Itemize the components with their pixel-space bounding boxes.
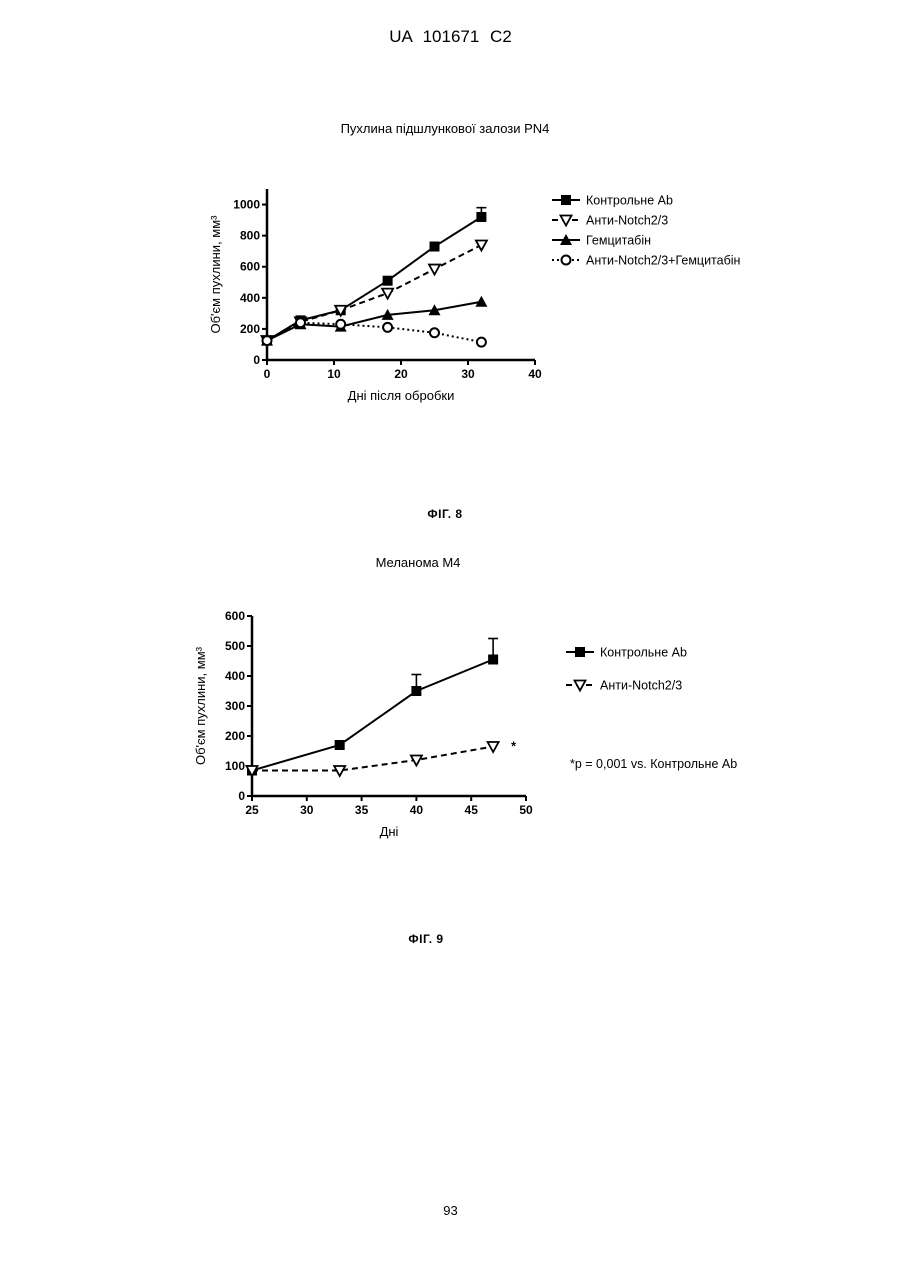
legend-item: Гемцитабін	[552, 234, 651, 248]
x-tick-label: 25	[245, 803, 259, 817]
y-tick-label: 300	[225, 699, 245, 713]
x-tick-label: 30	[300, 803, 314, 817]
y-tick-label: 500	[225, 639, 245, 653]
y-tick-label: 400	[225, 669, 245, 683]
y-tick-label: 600	[225, 609, 245, 623]
y-tick-label: 100	[225, 759, 245, 773]
legend-label: Анти-Notch2/3	[586, 214, 668, 228]
series-2	[262, 240, 487, 346]
data-point	[382, 289, 393, 299]
data-point	[476, 212, 486, 222]
y-tick-label: 200	[240, 322, 260, 336]
y-axis-label: Об'єм пухлини, мм³	[193, 646, 208, 765]
data-point	[335, 740, 345, 750]
data-point	[336, 320, 345, 329]
y-tick-label: 0	[253, 353, 260, 367]
data-point	[263, 336, 272, 345]
significance-note: *p = 0,001 vs. Контрольне Ab	[570, 757, 737, 771]
legend-label: Контрольне Ab	[600, 646, 687, 660]
x-tick-label: 35	[355, 803, 369, 817]
series-3	[261, 296, 487, 346]
legend-label: Анти-Notch2/3	[600, 679, 682, 693]
chart-fig8: Пухлина підшлункової залози PN4 0 10 20 30 40…	[0, 100, 901, 540]
y-tick-label: 200	[225, 729, 245, 743]
data-point	[383, 276, 393, 286]
data-point	[429, 265, 440, 275]
series-2	[247, 742, 499, 776]
data-point	[430, 242, 440, 252]
y-axis-label: Об'єм пухлини, мм³	[208, 215, 223, 334]
legend-marker	[561, 195, 571, 205]
data-point	[430, 328, 439, 337]
x-tick-label: 40	[528, 367, 542, 381]
legend-label: Гемцитабін	[586, 234, 651, 248]
y-tick-label: 800	[240, 229, 260, 243]
data-point	[383, 323, 392, 332]
significance-asterisk: *	[511, 740, 516, 754]
series-4	[263, 318, 486, 346]
chart-fig9: Меланома М425303540455001002003004005006…	[0, 540, 901, 960]
legend-item: Контрольне Ab	[566, 646, 687, 660]
x-tick-label: 30	[461, 367, 475, 381]
legend-item: Анти-Notch2/3	[566, 679, 682, 693]
legend-marker	[575, 647, 585, 657]
x-tick-label: 20	[394, 367, 408, 381]
x-tick-label: 50	[519, 803, 533, 817]
data-point	[411, 686, 421, 696]
legend-marker	[562, 256, 571, 265]
legend-label: Анти-Notch2/3+Гемцитабін	[586, 254, 741, 268]
data-point	[476, 240, 487, 250]
x-tick-label: 10	[327, 367, 341, 381]
x-tick-label: 45	[465, 803, 479, 817]
data-point	[475, 296, 487, 307]
legend-item: Анти-Notch2/3	[552, 214, 668, 228]
chart-title: Пухлина підшлункової залози PN4	[341, 121, 550, 136]
series-1	[247, 639, 498, 776]
figure-label: ФІГ. 9	[408, 932, 443, 946]
data-point	[296, 318, 305, 327]
figure-label: ФІГ. 8	[427, 507, 462, 521]
y-tick-label: 1000	[233, 198, 260, 212]
page-number: 93	[0, 1203, 901, 1218]
legend-label: Контрольне Ab	[586, 194, 673, 208]
y-tick-label: 400	[240, 291, 260, 305]
data-point	[477, 338, 486, 347]
x-tick-label: 40	[410, 803, 424, 817]
legend-item: Анти-Notch2/3+Гемцитабін	[552, 254, 741, 268]
x-axis-label: Дні після обробки	[348, 388, 455, 403]
data-point	[488, 742, 499, 752]
y-tick-label: 600	[240, 260, 260, 274]
patent-header: UA 101671 C2	[0, 27, 901, 47]
y-tick-label: 0	[238, 789, 245, 803]
series-line	[252, 660, 493, 771]
data-point	[488, 655, 498, 665]
x-axis-label: Дні	[380, 824, 399, 839]
chart-title: Меланома М4	[376, 555, 461, 570]
legend-item: Контрольне Ab	[552, 194, 673, 208]
series-line	[252, 747, 493, 771]
x-tick-label: 0	[264, 367, 271, 381]
